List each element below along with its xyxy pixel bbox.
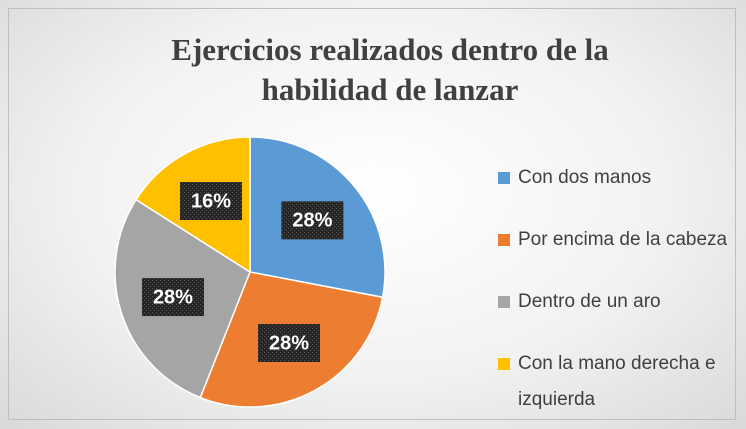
data-label: 16% — [191, 190, 231, 212]
legend-label: Con dos manos — [518, 167, 652, 188]
legend-swatch — [498, 172, 510, 184]
legend-label: Dentro de un aro — [518, 291, 661, 312]
data-label-box — [258, 323, 321, 362]
legend-swatch — [498, 358, 510, 370]
data-label-box — [179, 182, 242, 221]
legend: Con dos manos Por encima de la cabeza Dent… — [498, 160, 738, 410]
legend-swatch — [498, 296, 510, 308]
data-label: 28% — [269, 332, 309, 354]
legend-item: Dentro de un aro — [498, 284, 738, 346]
legend-item: Con dos manos — [498, 160, 738, 222]
chart-border — [8, 8, 736, 420]
legend-label: Por encima de la cabeza — [518, 229, 728, 250]
legend-swatch — [498, 234, 510, 246]
chart-title: Ejercicios realizados dentro de la habil… — [171, 32, 609, 107]
legend-label: Con la mano derecha e izquierda — [518, 353, 716, 410]
data-label: 28% — [292, 210, 332, 232]
legend-item: Por encima de la cabeza — [498, 222, 738, 284]
data-label-box — [281, 201, 344, 240]
data-label: 28% — [153, 286, 193, 308]
data-label-box — [141, 278, 204, 317]
legend-item: Con la mano derecha e izquierda — [498, 346, 738, 410]
